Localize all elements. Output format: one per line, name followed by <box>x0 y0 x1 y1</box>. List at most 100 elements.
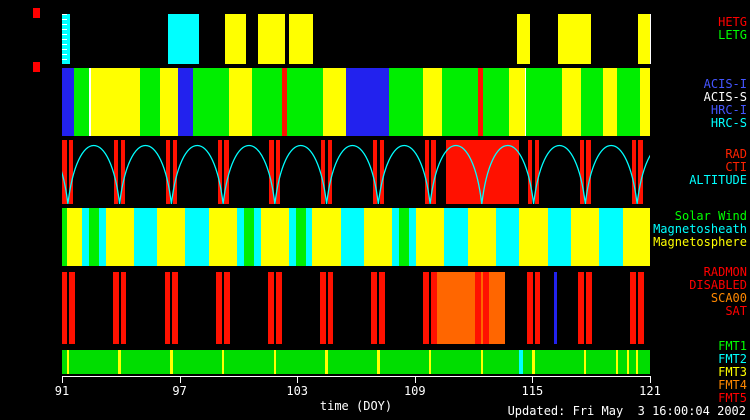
segment-cyan <box>444 208 468 266</box>
band-label-acis-s: ACIS-S <box>703 90 747 104</box>
band-label-letg: LETG <box>718 28 747 42</box>
segment-yellow <box>258 14 286 64</box>
segment-green <box>62 208 67 266</box>
segment-yellow <box>584 350 587 374</box>
segment-red <box>431 140 436 204</box>
segment-red <box>534 140 540 204</box>
segment-red <box>216 272 223 344</box>
segment-cyan <box>133 208 158 266</box>
segment-yellow <box>221 350 225 374</box>
segment-cyan <box>518 350 523 374</box>
segment-blue <box>554 272 557 344</box>
segment-blue <box>346 68 390 136</box>
band-label-disabled: DISABLED <box>689 278 747 292</box>
segment-yellow <box>170 350 173 374</box>
segment-red <box>379 272 386 344</box>
segment-yellow <box>422 68 443 136</box>
segment-yellow <box>557 14 592 64</box>
segment-green <box>193 68 229 136</box>
segment-orange <box>432 272 505 344</box>
x-tick-label: 103 <box>286 384 309 398</box>
x-tick <box>532 376 534 383</box>
segment-cyan <box>340 208 365 266</box>
x-axis <box>62 376 651 377</box>
segment-red <box>172 140 177 204</box>
segment-red <box>62 140 67 204</box>
segment-red <box>321 140 326 204</box>
band-label-hrc-i: HRC-I <box>710 103 747 117</box>
segment-yellow <box>91 68 141 136</box>
segment-red <box>224 272 230 344</box>
segment-red <box>327 140 333 204</box>
band-gratings <box>62 14 651 64</box>
segment-red <box>164 272 171 344</box>
segment-red <box>586 272 593 344</box>
segment-green <box>526 68 562 136</box>
band-label-sca00: SCA00 <box>710 291 747 305</box>
segment-red <box>114 140 119 204</box>
segment-yellow <box>480 350 483 374</box>
segment-red <box>275 272 282 344</box>
segment-yellow <box>532 350 535 374</box>
x-axis-title: time (DOY) <box>319 399 393 413</box>
band-magnetosphere-region <box>62 208 650 266</box>
segment-yellow <box>638 14 650 64</box>
segment-green <box>73 68 90 136</box>
segment-red <box>120 140 126 204</box>
band-label-magnetosheath: Magnetosheath <box>653 222 747 236</box>
band-label-fmt2: FMT2 <box>718 352 747 366</box>
segment-red <box>69 140 74 204</box>
segment-red <box>631 140 636 204</box>
segment-green <box>140 68 160 136</box>
band-label-hrc-s: HRC-S <box>710 116 747 130</box>
segment-red <box>534 272 541 344</box>
segment-blue <box>177 68 194 136</box>
segment-red <box>526 272 533 344</box>
band-label-radmon: RADMON <box>703 265 747 279</box>
segment-red <box>423 272 430 344</box>
x-tick <box>650 376 651 383</box>
x-tick-label: 91 <box>54 384 70 398</box>
segment-red <box>281 68 288 136</box>
segment-red <box>579 140 585 204</box>
segment-red <box>120 272 127 344</box>
segment-white <box>524 68 527 136</box>
segment-yellow <box>224 14 247 64</box>
segment-green <box>442 68 478 136</box>
segment-yellow <box>508 68 525 136</box>
segment-green <box>88 208 99 266</box>
segment-yellow <box>640 68 650 136</box>
segment-yellow <box>118 350 121 374</box>
band-label-fmt3: FMT3 <box>718 365 747 379</box>
segment-yellow <box>325 350 328 374</box>
segment-red <box>638 140 643 204</box>
band-label-magnetosphere: Magnetosphere <box>653 235 747 249</box>
band-orbit-radiation <box>62 140 650 204</box>
segment-red <box>371 272 378 344</box>
band-label-altitude: ALTITUDE <box>689 173 747 187</box>
segment-green <box>252 68 282 136</box>
band-instruments <box>62 68 650 136</box>
segment-yellow <box>516 14 531 64</box>
segment-yellow <box>627 350 630 374</box>
segment-red <box>372 140 378 204</box>
segment-red <box>112 272 119 344</box>
segment-cyan <box>167 14 200 64</box>
segment-red <box>379 140 384 204</box>
segment-green <box>616 68 641 136</box>
segment-blue <box>62 68 74 136</box>
segment-green <box>581 68 603 136</box>
segment-yellow <box>160 68 178 136</box>
band-label-hetg: HETG <box>718 15 747 29</box>
red-marker-top <box>33 8 40 18</box>
x-tick-label: 97 <box>172 384 187 398</box>
segment-yellow <box>228 68 253 136</box>
segment-yellow <box>635 350 639 374</box>
segment-yellow <box>615 350 618 374</box>
segment-red <box>482 272 489 344</box>
segment-red <box>424 140 429 204</box>
segment-red <box>319 272 326 344</box>
segment-yellow <box>561 68 582 136</box>
red-marker-mid <box>33 62 40 72</box>
band-label-fmt5: FMT5 <box>718 391 747 405</box>
